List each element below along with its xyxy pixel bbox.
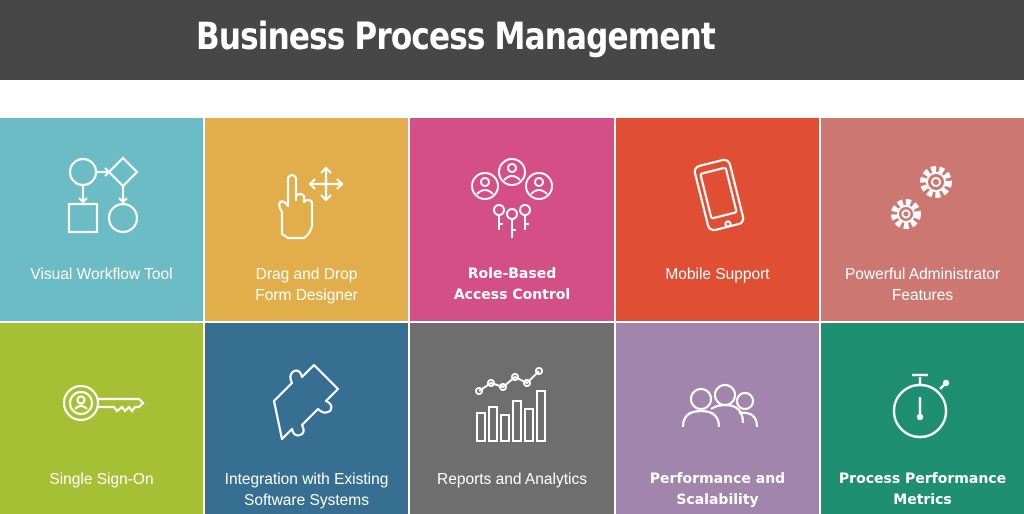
page-title: Business Process Management xyxy=(196,15,716,58)
tile-performance-and-scalability[interactable]: Performance and Scalability xyxy=(616,323,819,514)
tile-role-based-access-control[interactable]: Role-Based Access Control xyxy=(410,118,614,321)
tile-label: Visual Workflow Tool xyxy=(30,266,173,283)
tile-label: Reports and Analytics xyxy=(437,471,587,488)
key-icon xyxy=(57,361,147,451)
users-keys-icon xyxy=(467,156,557,246)
header-banner: Business Process Management xyxy=(0,0,1024,80)
tile-process-performance-metrics[interactable]: Process Performance Metrics xyxy=(821,323,1024,514)
drag-hand-icon xyxy=(262,156,352,246)
mobile-phone-icon xyxy=(673,156,763,246)
feature-grid: Visual Workflow Tool Drag and Drop Form … xyxy=(0,118,1024,514)
tile-label: Drag and Drop Form Designer xyxy=(255,266,358,304)
gears-icon xyxy=(878,156,968,246)
tile-powerful-administrator-features[interactable]: Powerful Administrator Features xyxy=(821,118,1024,321)
tile-visual-workflow-tool[interactable]: Visual Workflow Tool xyxy=(0,118,203,321)
tile-single-sign-on[interactable]: Single Sign-On xyxy=(0,323,203,514)
stopwatch-icon xyxy=(878,361,968,451)
tile-drag-and-drop-form-designer[interactable]: Drag and Drop Form Designer xyxy=(205,118,408,321)
tile-label: Role-Based Access Control xyxy=(453,266,571,303)
tile-label: Integration with Existing Software Syste… xyxy=(224,471,389,509)
tile-label: Single Sign-On xyxy=(49,471,154,488)
tile-label: Mobile Support xyxy=(665,266,770,283)
tile-integration-with-existing-software-systems[interactable]: Integration with Existing Software Syste… xyxy=(205,323,408,514)
bar-line-chart-icon xyxy=(467,361,557,451)
workflow-icon xyxy=(57,156,147,246)
puzzle-piece-icon xyxy=(262,361,352,451)
tile-mobile-support[interactable]: Mobile Support xyxy=(616,118,819,321)
tile-label: Process Performance Metrics xyxy=(838,471,1007,508)
tile-label: Powerful Administrator Features xyxy=(844,266,1001,304)
people-group-icon xyxy=(673,361,763,451)
tile-label: Performance and Scalability xyxy=(649,471,786,508)
tile-reports-and-analytics[interactable]: Reports and Analytics xyxy=(410,323,614,514)
